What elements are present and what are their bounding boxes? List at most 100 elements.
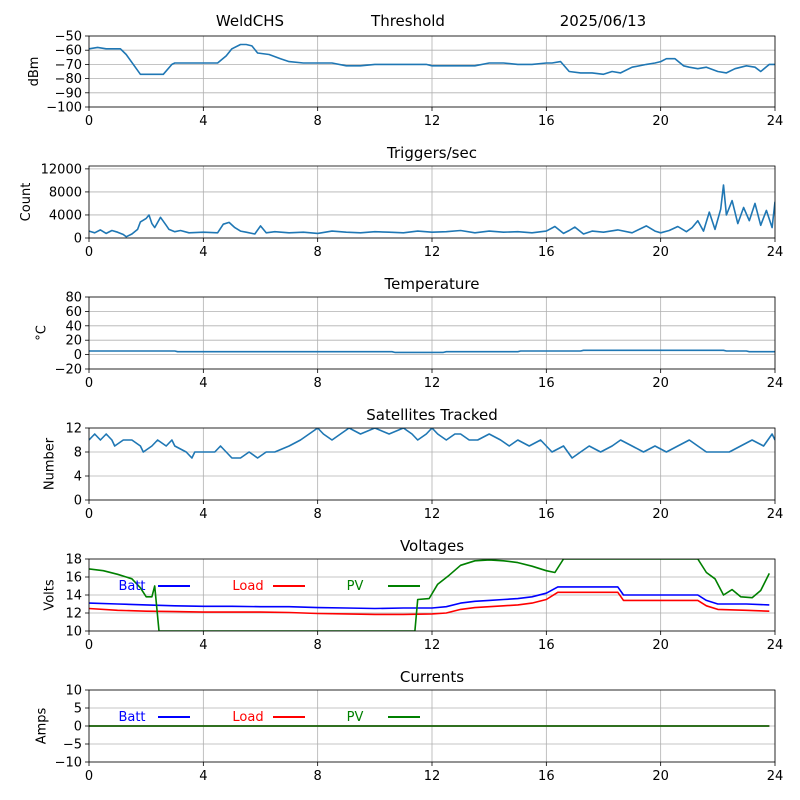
y-tick-label: 0	[74, 494, 82, 509]
x-tick-label: 8	[314, 376, 322, 391]
y-tick-label: 80	[65, 291, 82, 306]
x-tick-label: 4	[199, 245, 207, 260]
y-tick-label: 10	[65, 684, 82, 699]
y-axis-label: Count	[19, 183, 34, 222]
y-tick-label: 4	[74, 470, 82, 485]
x-tick-label: 16	[538, 769, 555, 784]
series-line-voltages-load	[89, 591, 770, 616]
x-tick-label: 24	[767, 376, 784, 391]
x-tick-label: 8	[314, 245, 322, 260]
x-tick-label: 16	[538, 376, 555, 391]
y-tick-label: 5	[74, 702, 82, 717]
y-axis-label: Number	[42, 437, 57, 490]
x-tick-label: 0	[85, 769, 93, 784]
series-line-satellites-0	[89, 428, 775, 459]
legend-label: Batt	[118, 579, 145, 594]
y-tick-label: −100	[46, 101, 82, 116]
x-tick-label: 0	[85, 507, 93, 522]
y-axis-label: Volts	[42, 579, 57, 611]
y-tick-label: 8000	[49, 185, 82, 200]
x-tick-label: 16	[538, 245, 555, 260]
y-tick-label: −10	[55, 756, 82, 771]
x-tick-label: 0	[85, 245, 93, 260]
y-tick-label: −20	[55, 363, 82, 378]
panel-voltages: 0 4 8 12 16 20 24 10 12 14 16 18 Voltages Volts Batt Lo…	[42, 537, 783, 653]
x-tick-label: 12	[424, 114, 441, 129]
panel-title: Satellites Tracked	[366, 406, 497, 424]
y-axis-label: dBm	[27, 57, 42, 87]
legend-label: PV	[347, 579, 364, 594]
x-tick-label: 12	[424, 769, 441, 784]
x-tick-label: 20	[652, 114, 669, 129]
y-tick-label: −5	[63, 738, 82, 753]
y-tick-label: 4000	[49, 208, 82, 223]
x-tick-label: 4	[199, 507, 207, 522]
legend-label: Batt	[118, 710, 145, 725]
x-tick-label: 8	[314, 769, 322, 784]
y-tick-label: 20	[65, 334, 82, 349]
y-tick-label: 40	[65, 319, 82, 334]
x-tick-label: 0	[85, 114, 93, 129]
y-tick-label: 12	[65, 422, 82, 437]
x-tick-label: 0	[85, 376, 93, 391]
x-tick-label: 20	[652, 376, 669, 391]
series-line-voltages-batt	[89, 586, 770, 610]
panel-signal: 0 4 8 12 16 20 24 −100−90−80−70−60−50 dBm	[27, 30, 783, 130]
y-tick-label: −50	[55, 30, 82, 45]
panel-triggers: 0 4 8 12 16 20 24 0 4000 8000 12000 Triggers/sec Cou…	[19, 144, 783, 260]
panel-title: Triggers/sec	[386, 144, 477, 162]
y-tick-label: −60	[55, 44, 82, 59]
y-tick-label: 12000	[41, 162, 82, 177]
x-tick-label: 24	[767, 114, 784, 129]
y-tick-label: 8	[74, 446, 82, 461]
x-tick-label: 12	[424, 507, 441, 522]
y-tick-label: 16	[65, 571, 82, 586]
y-tick-label: 0	[74, 720, 82, 735]
y-tick-label: −90	[55, 86, 82, 101]
panel-title: Voltages	[400, 537, 464, 555]
header-mode: Threshold	[370, 12, 445, 30]
y-tick-label: 14	[65, 589, 82, 604]
y-tick-label: 10	[65, 625, 82, 640]
series-line-temperature-0	[89, 349, 775, 354]
header-station: WeldCHS	[216, 12, 284, 30]
legend-label: Load	[232, 710, 263, 725]
panel-satellites: 0 4 8 12 16 20 24 0 4 8 12 Satellites Tracked Number	[42, 406, 783, 522]
x-tick-label: 20	[652, 769, 669, 784]
x-tick-label: 20	[652, 638, 669, 653]
x-tick-label: 20	[652, 507, 669, 522]
x-tick-label: 16	[538, 507, 555, 522]
x-tick-label: 8	[314, 507, 322, 522]
x-tick-label: 4	[199, 376, 207, 391]
series-line-signal-0	[89, 43, 775, 76]
header-date: 2025/06/13	[560, 12, 646, 30]
x-tick-label: 24	[767, 507, 784, 522]
x-tick-label: 12	[424, 638, 441, 653]
panel-title: Temperature	[383, 275, 479, 293]
panel-title: Currents	[400, 668, 464, 686]
y-tick-label: −70	[55, 58, 82, 73]
x-tick-label: 4	[199, 638, 207, 653]
x-tick-label: 8	[314, 638, 322, 653]
x-tick-label: 24	[767, 638, 784, 653]
legend-label: Load	[232, 579, 263, 594]
y-axis-label: °C	[35, 325, 50, 341]
series-line-triggers-0	[89, 184, 775, 238]
x-tick-label: 12	[424, 376, 441, 391]
y-tick-label: 18	[65, 553, 82, 568]
x-tick-label: 8	[314, 114, 322, 129]
y-tick-label: 12	[65, 607, 82, 622]
legend-label: PV	[347, 710, 364, 725]
y-tick-label: 0	[74, 348, 82, 363]
series-line-voltages-pv	[89, 559, 771, 631]
x-tick-label: 20	[652, 245, 669, 260]
panel-currents: 0 4 8 12 16 20 24 −10 −5 0 5 10 Currents Amps Batt Load…	[35, 668, 784, 784]
x-tick-label: 12	[424, 245, 441, 260]
x-tick-label: 16	[538, 114, 555, 129]
x-tick-label: 4	[199, 769, 207, 784]
x-tick-label: 0	[85, 638, 93, 653]
x-tick-label: 4	[199, 114, 207, 129]
x-tick-label: 24	[767, 769, 784, 784]
